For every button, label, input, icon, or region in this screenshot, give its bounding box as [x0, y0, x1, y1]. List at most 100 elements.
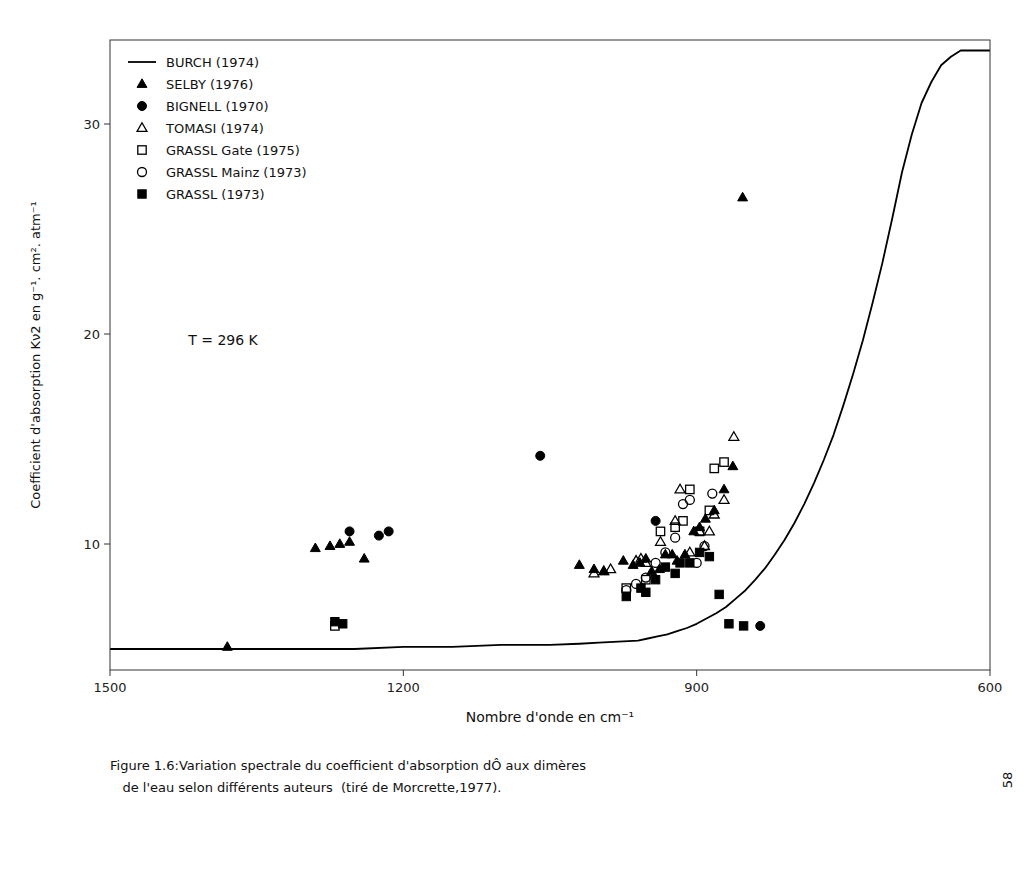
legend-swatch	[138, 168, 147, 177]
legend-swatch	[138, 102, 147, 111]
point	[739, 622, 747, 630]
legend-label: GRASSL (1973)	[166, 187, 265, 202]
point	[536, 451, 545, 460]
point	[695, 526, 705, 535]
point	[678, 500, 687, 509]
point	[719, 495, 729, 504]
point	[715, 590, 723, 598]
axes: 1500 1200 900 600 10 20 30	[83, 117, 1002, 696]
point	[222, 642, 232, 651]
x-tick-label: 1500	[93, 680, 126, 695]
x-tick	[403, 670, 404, 676]
x-tick-label: 600	[978, 680, 1003, 695]
y-tick-label: 30	[83, 117, 100, 132]
legend-label: BIGNELL (1970)	[166, 99, 269, 114]
point	[686, 559, 694, 567]
point	[685, 547, 695, 556]
point	[345, 527, 354, 536]
y-tick	[104, 334, 110, 335]
series	[331, 458, 729, 630]
point	[651, 576, 659, 584]
point	[335, 539, 345, 548]
chart: 1500 1200 900 600 10 20 30 Nombre d'onde en cm⁻…	[0, 0, 1029, 886]
legend-label: SELBY (1976)	[166, 77, 253, 92]
point	[725, 620, 733, 628]
point	[679, 517, 687, 525]
point	[720, 458, 728, 466]
point	[374, 531, 383, 540]
series	[622, 489, 717, 595]
point	[671, 523, 679, 531]
point	[708, 489, 717, 498]
x-tick-label: 900	[684, 680, 709, 695]
y-tick-label: 20	[83, 327, 100, 342]
point	[642, 588, 650, 596]
y-tick-label: 10	[83, 537, 100, 552]
point	[695, 527, 703, 535]
point	[618, 556, 628, 565]
point	[705, 552, 713, 560]
x-tick-label: 1200	[387, 680, 420, 695]
point	[729, 432, 739, 441]
page-number: 58	[1000, 772, 1015, 789]
point	[671, 533, 680, 542]
caption: de l'eau selon différents auteurs (tiré …	[110, 780, 501, 795]
point	[606, 564, 616, 573]
point	[661, 563, 669, 571]
point	[339, 620, 347, 628]
plot-background	[110, 40, 990, 670]
point	[325, 541, 335, 550]
plot-frame	[110, 40, 990, 670]
point	[756, 621, 765, 630]
point	[661, 548, 670, 557]
y-tick	[104, 544, 110, 545]
series	[345, 451, 765, 630]
legend-swatch	[138, 146, 146, 154]
point	[359, 554, 369, 563]
legend-swatch	[137, 123, 147, 132]
point	[667, 549, 677, 558]
point	[719, 484, 729, 493]
annotation: T = 296 K	[187, 332, 258, 348]
point	[656, 537, 666, 546]
point	[345, 537, 355, 546]
point	[709, 509, 719, 518]
point	[704, 526, 714, 535]
point	[705, 506, 713, 514]
point	[622, 592, 630, 600]
point	[685, 495, 694, 504]
point	[574, 560, 584, 569]
legend-label: GRASSL Gate (1975)	[166, 143, 300, 158]
point	[384, 527, 393, 536]
x-tick	[990, 670, 991, 676]
point	[695, 548, 703, 556]
point	[671, 569, 679, 577]
legend: BURCH (1974) SELBY (1976) BIGNELL (1970) TO…	[128, 55, 307, 202]
x-axis-label: Nombre d'onde en cm⁻¹	[466, 709, 634, 725]
y-tick	[104, 124, 110, 125]
point	[589, 568, 599, 577]
point	[686, 485, 694, 493]
series	[589, 432, 739, 577]
x-tick	[110, 670, 111, 676]
point	[641, 573, 650, 582]
point	[641, 558, 651, 567]
point	[675, 484, 685, 493]
point	[738, 192, 748, 201]
legend-label: BURCH (1974)	[166, 55, 259, 70]
caption: Figure 1.6:Variation spectrale du coeffi…	[110, 758, 586, 773]
series	[110, 51, 990, 650]
point	[310, 543, 320, 552]
plot-area	[110, 51, 990, 651]
point	[651, 516, 660, 525]
legend-label: TOMASI (1974)	[165, 121, 264, 136]
point	[656, 527, 664, 535]
point	[710, 464, 718, 472]
x-tick	[696, 670, 697, 676]
point	[331, 618, 339, 626]
point	[728, 461, 738, 470]
point	[651, 558, 660, 567]
legend-swatch	[138, 190, 146, 198]
legend-swatch	[137, 79, 147, 88]
legend-label: GRASSL Mainz (1973)	[166, 165, 307, 180]
